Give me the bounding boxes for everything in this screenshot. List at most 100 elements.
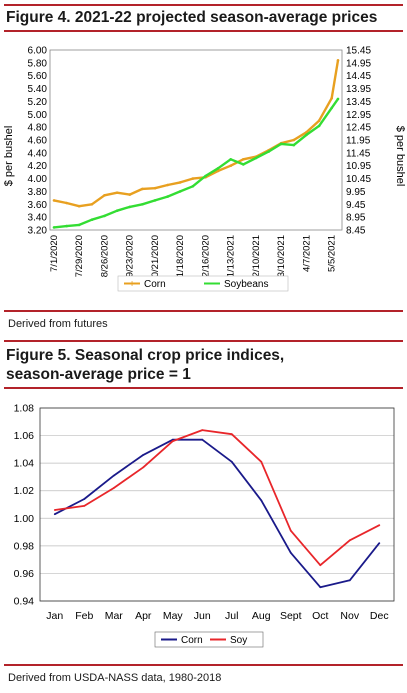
figure5-chart: 1.08 1.06 1.04 1.02 1.00 0.98 0.96 0.94 Jan Feb M… xyxy=(14,403,395,648)
figure4-y-tick-label: 4.00 xyxy=(28,174,48,185)
figure4-x-tick-label: 9/23/2020 xyxy=(125,235,136,277)
figure5-x-tick-label: Feb xyxy=(75,610,93,622)
figure4-x-tick-label: 1/13/2021 xyxy=(226,235,237,277)
figure4-y2-tick-label: 14.45 xyxy=(346,71,371,82)
figure5-title-rule xyxy=(4,387,403,389)
figure4-y-tick-label: 5.20 xyxy=(28,97,48,108)
figure5-y-tick-label: 1.06 xyxy=(14,430,35,442)
figure5-top-rule xyxy=(4,340,403,342)
figure4-series-soybeans-point xyxy=(204,174,207,178)
figure5-series-soy-point xyxy=(171,440,174,442)
figure5-y-tick-label: 0.94 xyxy=(14,596,35,608)
figure4-series-soybeans-point xyxy=(166,195,169,198)
figure5-series-soy-point xyxy=(53,509,56,511)
figure4-y2-tick-label: 11.95 xyxy=(346,136,371,147)
figure4-y2-axis-label: $ per bushel xyxy=(394,126,406,187)
figure4-y2-tick-label: 8.95 xyxy=(346,213,366,224)
figure4-series-corn-point xyxy=(229,164,232,167)
figure5-series-corn-point xyxy=(112,474,115,477)
figure4-series-corn-point xyxy=(153,186,157,190)
figure4-series-soybeans-point xyxy=(178,190,182,193)
figure4-series-soybeans-point xyxy=(191,185,195,188)
figure4-series-corn-point xyxy=(65,201,68,205)
figure4-y-tick-label: 4.80 xyxy=(28,123,48,134)
figure5-series-soy-point xyxy=(112,487,115,489)
figure5-x-tick-label: Aug xyxy=(252,610,271,622)
figure4-series-soybeans-point xyxy=(229,158,232,161)
figure5-y-tick-label: 1.04 xyxy=(14,458,35,470)
figure4-legend-soy-label: Soybeans xyxy=(224,279,268,290)
figure4-series-soybeans-point xyxy=(330,106,334,110)
figure4-series-corn-point xyxy=(90,203,94,206)
figure4-y2-tick-label: 9.45 xyxy=(346,200,366,211)
figure4-y2-tick-label: 13.95 xyxy=(346,84,371,95)
figure4-series-soybeans-point xyxy=(336,97,340,101)
figure5-series-corn-point xyxy=(289,551,292,554)
figure5-series-corn-point xyxy=(53,513,56,516)
figure5-series-soy-point xyxy=(289,529,292,532)
figure5-bottom-rule xyxy=(4,664,403,666)
figure4-series-soybeans-point xyxy=(141,203,144,206)
figure4-y2-tick-label: 15.45 xyxy=(346,46,371,57)
figure4-x-tick-label: 5/5/2021 xyxy=(327,235,338,272)
figure4-series-soybeans-point xyxy=(153,199,157,202)
figure5-x-tick-label: Dec xyxy=(370,610,389,622)
figure4-series-corn-line xyxy=(53,60,340,208)
figure5-title-line1: Figure 5. Seasonal crop price indices, xyxy=(6,347,285,364)
figure5-series-soy-point xyxy=(230,433,233,436)
figure5-x-tick-label: Nov xyxy=(340,610,359,622)
figure4-series-soybeans-point xyxy=(90,218,94,221)
figure5-series-corn-point xyxy=(378,542,381,544)
figure4-x-tick-label: 7/29/2020 xyxy=(74,235,85,277)
figure5-series-soy-point xyxy=(83,505,86,507)
figure5-y-tick-label: 1.02 xyxy=(14,485,35,497)
figure4-series-corn-point xyxy=(128,193,131,196)
figure4-series-soybeans-point xyxy=(279,142,283,146)
figure5-series-corn-point xyxy=(201,438,204,441)
figure5-series-corn-point xyxy=(142,454,145,456)
figure4-series-soybeans-point xyxy=(292,143,296,147)
figure4-series-corn-point xyxy=(242,158,245,161)
figure5-x-tick-label: Jun xyxy=(194,610,211,622)
figure5-source: Derived from USDA-NASS data, 1980-2018 xyxy=(8,672,222,684)
figure4-y2-tick-label: 9.95 xyxy=(346,187,366,198)
figure5-legend: Corn Soy xyxy=(154,631,264,648)
figure5-series-corn-point xyxy=(230,460,233,463)
figure4-legend: + Corn Soybeans xyxy=(117,275,289,292)
figure5-x-tick-label: Sept xyxy=(280,610,302,622)
figure4-series-corn-point xyxy=(77,204,81,208)
figure4-series-soybeans-point xyxy=(103,214,106,218)
figure4-legend-box xyxy=(117,275,289,292)
figure4-y-tick-label: 5.80 xyxy=(28,58,48,69)
figure4-y2-tick-label: 10.45 xyxy=(346,174,371,185)
figure4-x-tick-label: 7/1/2020 xyxy=(49,235,60,272)
figure4-series-soybeans-point xyxy=(52,226,56,229)
figure4-y-tick-label: 4.60 xyxy=(28,136,48,147)
figure4-y-tick-label: 5.40 xyxy=(28,84,48,95)
figure4-series-corn-point xyxy=(292,138,296,142)
figure5-x-tick-label: May xyxy=(163,610,184,622)
figure5-series-soy-point xyxy=(142,466,145,469)
figure5-series-soy-line xyxy=(54,429,380,567)
figure5-y-tick-label: 1.08 xyxy=(14,403,35,415)
figure4-series-soybeans-point xyxy=(65,224,68,228)
figure5-title-line2: season-average price = 1 xyxy=(6,366,191,383)
figure4-source: Derived from futures xyxy=(8,318,108,330)
figure4-top-rule xyxy=(4,4,403,6)
figure5-legend-box xyxy=(154,631,264,648)
figure4-series-corn-point xyxy=(330,96,334,100)
figure4-y2-tick-label: 11.45 xyxy=(346,148,371,159)
figure5-x-tick-label: Oct xyxy=(312,610,328,622)
figure5-series-soy-point xyxy=(260,460,263,463)
figure4-y2-tick-label: 12.95 xyxy=(346,110,371,121)
figure4-x-tick-label: 2/10/2021 xyxy=(251,235,262,277)
figure4-series-soybeans-point xyxy=(115,209,119,212)
figure4-series-corn-point xyxy=(52,199,56,202)
figure4-series-corn-point xyxy=(317,119,321,122)
figure5-series-corn-point xyxy=(348,579,351,582)
figure5-legend-corn-label: Corn xyxy=(181,635,203,646)
figure4-y-tick-label: 5.60 xyxy=(28,71,48,82)
figure4-y2-tick-label: 14.95 xyxy=(346,58,371,69)
figure4-series-soybeans-point xyxy=(317,124,321,128)
figure4-y2-tick-label: 10.95 xyxy=(346,161,371,172)
